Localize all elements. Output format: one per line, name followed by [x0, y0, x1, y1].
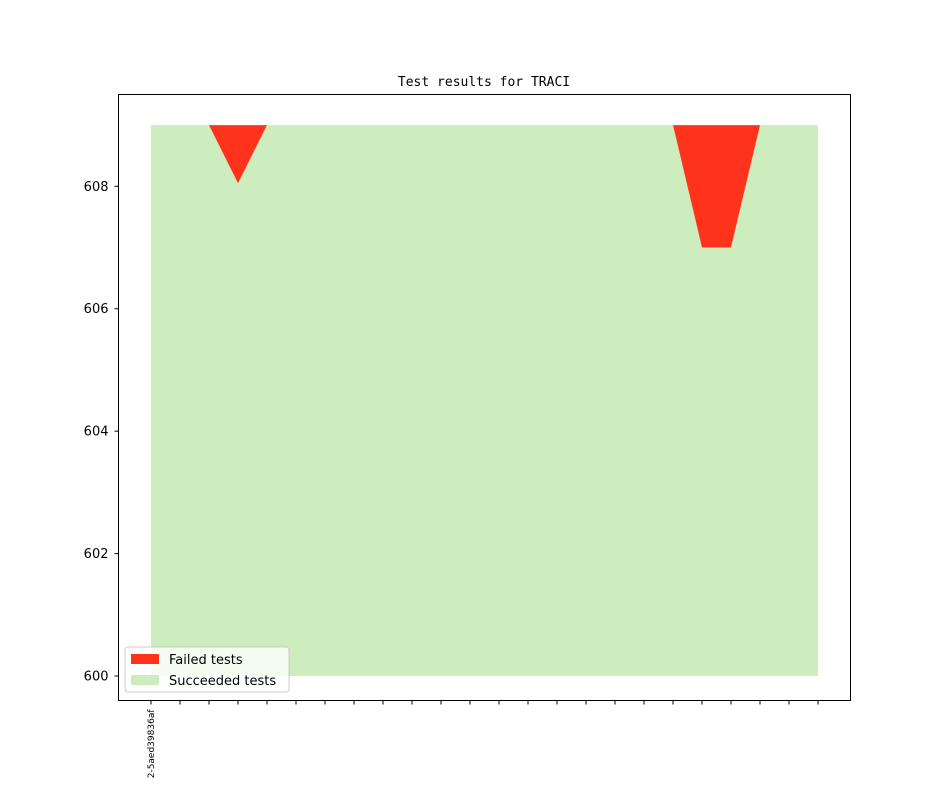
plot-areas — [151, 125, 818, 677]
y-tick-label: 604 — [84, 425, 109, 440]
x-tick-label: 2-5aed39836af — [147, 709, 157, 779]
y-axis: 600 602 604 606 608 — [84, 180, 119, 685]
legend: Failed tests Succeeded tests — [124, 646, 290, 693]
legend-label-failed: Failed tests — [169, 653, 243, 668]
x-axis: 2-5aed39836af — [147, 700, 819, 779]
succeeded-tests-area — [151, 125, 818, 677]
y-tick-label: 602 — [84, 547, 109, 562]
y-tick-label: 606 — [84, 302, 109, 317]
chart-title: Test results for TRACI — [398, 75, 570, 90]
y-tick-label: 600 — [84, 670, 109, 685]
plot-frame — [118, 94, 851, 701]
y-tick-label: 608 — [84, 180, 109, 195]
failed-tests-area — [151, 125, 818, 248]
legend-swatch-failed — [131, 654, 159, 664]
legend-box — [124, 646, 290, 693]
legend-swatch-succeeded — [131, 675, 159, 685]
legend-label-succeeded: Succeeded tests — [169, 674, 276, 689]
